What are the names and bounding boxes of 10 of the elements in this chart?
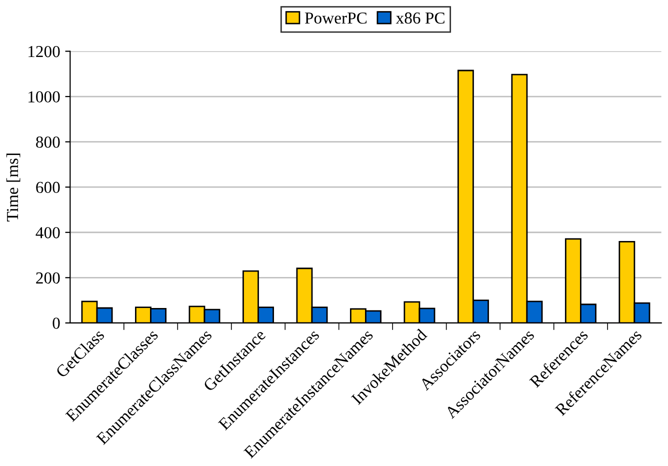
y-tick-label: 200 xyxy=(36,272,60,284)
legend-label: PowerPC xyxy=(304,12,367,24)
y-tick-label: 1200 xyxy=(28,46,60,58)
y-tick-label: 0 xyxy=(52,318,60,329)
legend-label: x86 PC xyxy=(396,12,444,24)
y-tick-label: 400 xyxy=(36,227,60,238)
y-tick-label: 600 xyxy=(36,182,60,194)
y-tick-label: 800 xyxy=(36,136,60,148)
y-tick-label: 1000 xyxy=(28,91,60,102)
y-axis-title: Time [ms] xyxy=(6,154,20,222)
